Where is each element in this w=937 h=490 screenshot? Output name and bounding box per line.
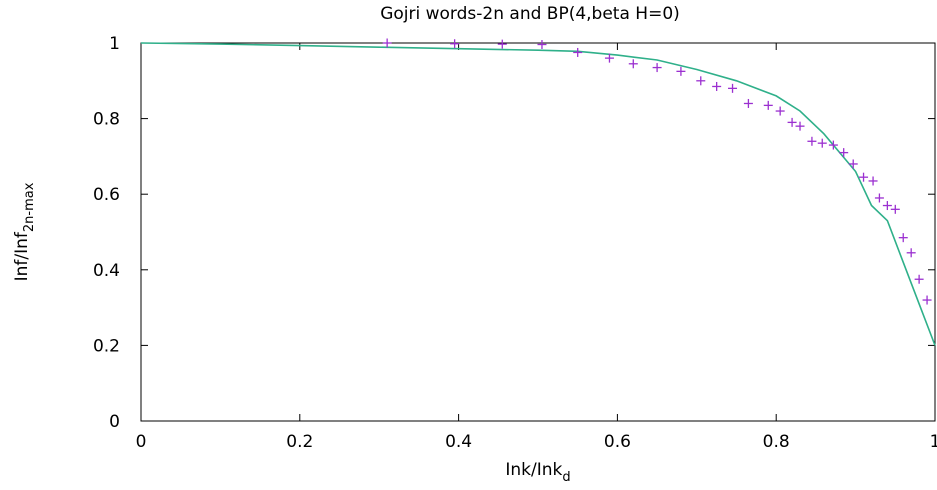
data-point-plus [828, 140, 838, 150]
y-tick-label: 0.6 [93, 185, 120, 205]
series-line [140, 42, 936, 346]
x-tick-label: 0 [136, 432, 147, 452]
data-point-plus [906, 248, 916, 258]
data-point-plus [868, 176, 878, 186]
data-point-plus [712, 81, 722, 91]
data-point-plus [497, 39, 507, 49]
y-axis-label-main: Inf/Inf [12, 231, 32, 281]
data-point-plus [848, 159, 858, 169]
data-point-plus [898, 233, 908, 243]
x-axis-label-sub: d [562, 470, 570, 485]
y-tick-label: 0.2 [93, 336, 120, 356]
x-tick-label: 0.8 [763, 432, 790, 452]
y-axis-ticks: 0 0.2 0.4 0.6 0.8 1 [93, 34, 935, 432]
data-point-plus [775, 106, 785, 116]
data-point-plus [874, 193, 884, 203]
x-tick-label: 1 [930, 432, 937, 452]
data-point-plus [763, 100, 773, 110]
data-point-plus [787, 117, 797, 127]
data-point-plus [573, 47, 583, 57]
data-point-plus [817, 138, 827, 148]
plot-area-frame [140, 42, 936, 422]
data-point-plus [450, 39, 460, 49]
data-point-plus [839, 148, 849, 158]
y-tick-label: 1 [109, 34, 120, 54]
data-point-plus [382, 38, 392, 48]
data-point-plus [537, 40, 547, 50]
data-point-plus [922, 295, 932, 305]
data-point-plus [696, 76, 706, 86]
data-point-plus [628, 59, 638, 69]
y-tick-label: 0 [109, 412, 120, 432]
x-tick-label: 0.6 [604, 432, 631, 452]
data-point-plus [859, 172, 869, 182]
data-point-plus [795, 121, 805, 131]
data-point-plus [807, 136, 817, 146]
x-axis-label-main: Ink/Ink [505, 460, 562, 480]
y-axis-label: Inf/Inf2n-max [12, 182, 37, 281]
x-axis-ticks: 0 0.2 0.4 0.6 0.8 1 [136, 43, 937, 452]
series-layer [140, 38, 936, 346]
data-point-plus [676, 66, 686, 76]
x-axis-label: Ink/Inkd [505, 460, 570, 485]
data-point-plus [728, 83, 738, 93]
y-tick-label: 0.8 [93, 110, 120, 130]
y-axis-label-sub: 2n-max [22, 182, 37, 232]
y-tick-label: 0.4 [93, 261, 120, 281]
x-tick-label: 0.2 [286, 432, 313, 452]
x-tick-label: 0.4 [445, 432, 472, 452]
data-point-plus [914, 274, 924, 284]
data-point-plus [882, 201, 892, 211]
data-point-plus [652, 63, 662, 73]
data-point-plus [604, 53, 614, 63]
data-point-plus [890, 204, 900, 214]
chart-title: Gojri words-2n and BP(4,beta H=0) [380, 4, 680, 24]
data-point-plus [743, 98, 753, 108]
